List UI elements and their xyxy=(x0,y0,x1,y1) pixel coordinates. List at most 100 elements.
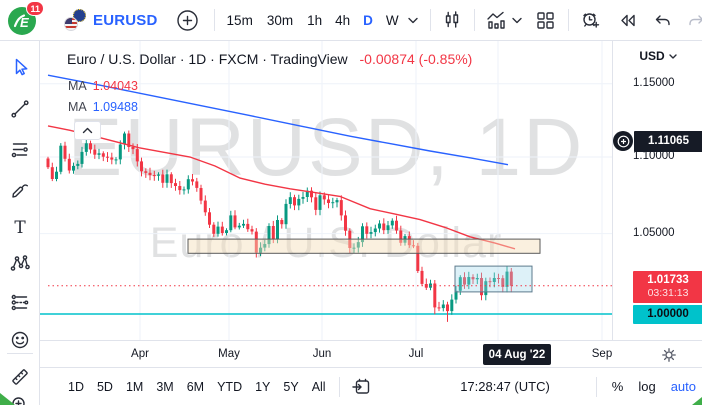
interval-4h[interactable]: 4h xyxy=(335,12,351,28)
forecast-tool[interactable] xyxy=(8,291,32,315)
candlestick-chart[interactable] xyxy=(40,41,612,340)
chevron-down-icon xyxy=(511,17,522,23)
top-toolbar: E 11 EURUSD 15m 30m 1h 4h D W xyxy=(0,0,702,41)
session-clock[interactable]: 17:28:47 (UTC) xyxy=(460,379,550,394)
fib-retracement-icon xyxy=(11,143,28,158)
go-to-date-button[interactable] xyxy=(351,378,370,395)
chevron-down-icon xyxy=(668,53,677,59)
alert-price-row[interactable]: 1.11065 xyxy=(613,130,702,152)
range-1m[interactable]: 1M xyxy=(125,379,144,394)
collapse-indicators-button[interactable] xyxy=(74,121,101,140)
bottom-toolbar: 1D 5D 1M 3M 6M YTD 1Y 5Y All 17:28:47 (U… xyxy=(40,367,702,405)
alarm-plus-icon xyxy=(582,13,599,28)
svg-text:E: E xyxy=(20,15,29,30)
range-1y[interactable]: 1Y xyxy=(255,379,271,394)
chart-style-button[interactable] xyxy=(443,11,461,29)
currency-dropdown[interactable]: USD xyxy=(613,49,702,63)
eurusd-flags-icon xyxy=(64,9,86,31)
site-logo[interactable]: E 11 xyxy=(8,1,44,35)
create-alert-button[interactable] xyxy=(581,11,600,29)
ma-indicator-row[interactable]: MA 1.04043 xyxy=(68,79,138,93)
plus-circle-icon xyxy=(176,9,198,31)
fib-retracement-tool[interactable] xyxy=(8,138,32,162)
toolbar-separator xyxy=(473,9,475,31)
redo-arrow-icon xyxy=(688,14,702,25)
time-label-apr: Apr xyxy=(131,348,149,360)
interval-1w[interactable]: W xyxy=(385,12,399,28)
toolbar-separator xyxy=(429,9,431,31)
selected-date-badge: 04 Aug '22 xyxy=(483,344,551,365)
interval-1d[interactable]: D xyxy=(363,12,373,28)
replay-button[interactable] xyxy=(619,13,636,28)
brush-icon xyxy=(12,184,28,198)
pane-header: Euro / U.S. Dollar · 1D · FXCM · Trading… xyxy=(67,51,472,67)
chart-change: -0.00874 (-0.85%) xyxy=(359,51,473,67)
xabcd-pattern-tool[interactable] xyxy=(8,252,32,276)
drawing-toolbar: T xyxy=(0,41,40,405)
toolbar-separator xyxy=(567,9,569,31)
ma-value: 1.09488 xyxy=(92,100,138,114)
emoji-tool[interactable] xyxy=(8,328,32,352)
level-price-badge: 1.00000 xyxy=(633,304,702,324)
scale-percent-button[interactable]: % xyxy=(611,379,624,394)
last-price-value: 1.01733 xyxy=(647,273,689,286)
range-all[interactable]: All xyxy=(311,379,326,394)
redo-button[interactable] xyxy=(688,13,702,28)
smiley-icon xyxy=(11,331,29,349)
range-6m[interactable]: 6M xyxy=(186,379,205,394)
ma-indicator-row[interactable]: MA 1.09488 xyxy=(68,100,138,114)
time-label-jun: Jun xyxy=(312,348,332,360)
compare-add-symbol-button[interactable] xyxy=(176,9,199,32)
undo-arrow-icon xyxy=(655,14,670,25)
interval-menu-button[interactable] xyxy=(407,17,418,24)
chart-pane[interactable]: EURUSD, 1D Euro / U.S. Dollar Euro / U.S… xyxy=(40,41,612,340)
chevron-up-icon xyxy=(82,127,93,134)
toolbar-separator xyxy=(213,9,215,31)
grid-layout-icon xyxy=(536,11,554,29)
us-flag-icon xyxy=(64,17,78,31)
chart-settings-button[interactable] xyxy=(660,346,678,364)
gear-icon xyxy=(662,348,676,362)
price-tick: 1.10000 xyxy=(633,150,675,162)
ma-value: 1.04043 xyxy=(92,79,138,93)
toolbar-separator xyxy=(338,376,340,397)
toolbar-separator xyxy=(595,376,597,397)
scale-auto-button[interactable]: auto xyxy=(670,379,696,394)
time-axis[interactable]: Apr May Jun Jul Sep 04 Aug '22 xyxy=(40,340,702,367)
brush-tool[interactable] xyxy=(8,178,32,202)
toolbar-divider xyxy=(7,353,33,354)
interval-15m[interactable]: 15m xyxy=(226,12,253,28)
symbol-name[interactable]: EURUSD xyxy=(93,11,158,29)
indicator-templates-button[interactable] xyxy=(511,17,522,24)
add-alert-button[interactable] xyxy=(613,131,633,152)
cursor-icon xyxy=(15,58,28,76)
chart-title[interactable]: Euro / U.S. Dollar · 1D · FXCM · Trading… xyxy=(67,51,348,67)
scale-options: % log auto xyxy=(595,376,696,397)
time-label-may: May xyxy=(218,348,240,360)
rewind-icon xyxy=(620,14,635,26)
interval-30m[interactable]: 30m xyxy=(266,12,294,28)
price-axis[interactable]: USD 1.15000 1.10000 1.05000 1.11065 1.01… xyxy=(612,41,702,340)
range-1d[interactable]: 1D xyxy=(68,379,84,394)
text-tool[interactable]: T xyxy=(8,216,32,240)
scale-log-button[interactable]: log xyxy=(638,379,656,394)
price-tick: 1.15000 xyxy=(633,76,675,89)
interval-1h[interactable]: 1h xyxy=(307,12,323,28)
notification-badge: 11 xyxy=(26,1,44,16)
alert-price-badge: 1.11065 xyxy=(634,130,702,152)
time-label-sep: Sep xyxy=(591,348,613,360)
layout-grid-button[interactable] xyxy=(536,11,555,30)
logo-glyph-icon: E xyxy=(13,14,29,30)
undo-button[interactable] xyxy=(653,13,671,28)
trend-line-tool[interactable] xyxy=(8,97,32,121)
chevron-down-icon xyxy=(407,17,418,23)
xabcd-pattern-icon xyxy=(10,255,30,271)
ruler-tool[interactable] xyxy=(8,365,32,389)
cursor-tool[interactable] xyxy=(8,55,32,79)
range-3m[interactable]: 3M xyxy=(156,379,174,394)
indicators-button[interactable] xyxy=(486,11,507,30)
range-ytd[interactable]: YTD xyxy=(217,379,243,394)
range-5y[interactable]: 5Y xyxy=(283,379,299,394)
range-5d[interactable]: 5D xyxy=(96,379,113,394)
